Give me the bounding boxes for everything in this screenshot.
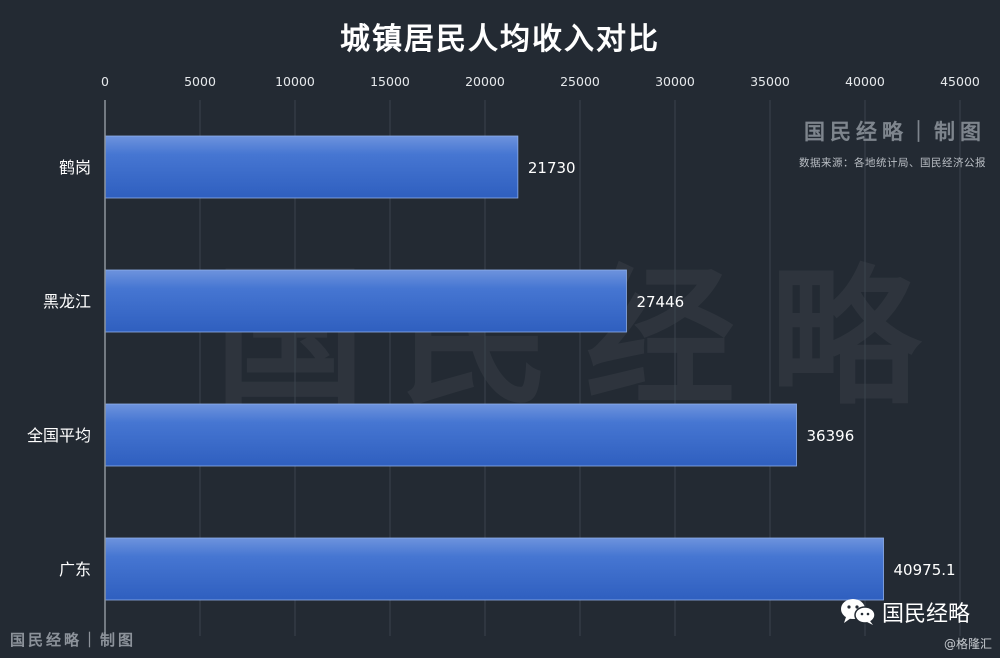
x-tick-label: 40000 bbox=[845, 74, 885, 89]
brand-footer-left: 国民经略｜制图 bbox=[10, 631, 137, 649]
source-credit: @格隆汇 bbox=[943, 637, 992, 651]
x-tick-label: 5000 bbox=[184, 74, 216, 89]
x-tick-label: 20000 bbox=[465, 74, 505, 89]
value-label: 27446 bbox=[636, 293, 684, 311]
bar bbox=[104, 403, 797, 467]
brand-box: 国民经略｜制图 数据来源：各地统计局、国民经济公报 bbox=[799, 116, 986, 170]
x-tick-label: 45000 bbox=[940, 74, 980, 89]
category-label: 全国平均 bbox=[27, 426, 91, 445]
x-tick-label: 30000 bbox=[655, 74, 695, 89]
bar bbox=[104, 537, 884, 601]
x-tick-label: 0 bbox=[101, 74, 109, 89]
chart-title: 城镇居民人均收入对比 bbox=[340, 22, 660, 57]
x-tick-label: 15000 bbox=[370, 74, 410, 89]
bar bbox=[104, 269, 627, 333]
wechat-account-name: 国民经略 bbox=[881, 602, 970, 627]
category-label: 鹤岗 bbox=[59, 158, 91, 177]
value-label: 36396 bbox=[807, 427, 855, 445]
brand-title: 国民经略｜制图 bbox=[804, 119, 986, 144]
data-source-note: 数据来源：各地统计局、国民经济公报 bbox=[799, 157, 986, 169]
value-label: 21730 bbox=[528, 159, 576, 177]
x-tick-label: 10000 bbox=[275, 74, 315, 89]
watermark-char: 略 bbox=[770, 250, 923, 426]
category-label: 广东 bbox=[59, 560, 91, 579]
wechat-badge: 国民经略 bbox=[840, 596, 970, 628]
bar bbox=[104, 135, 519, 199]
value-label: 40975.1 bbox=[894, 561, 956, 579]
wechat-icon bbox=[840, 599, 876, 625]
x-tick-label: 25000 bbox=[560, 74, 600, 89]
category-label: 黑龙江 bbox=[43, 292, 91, 311]
x-tick-label: 35000 bbox=[750, 74, 790, 89]
